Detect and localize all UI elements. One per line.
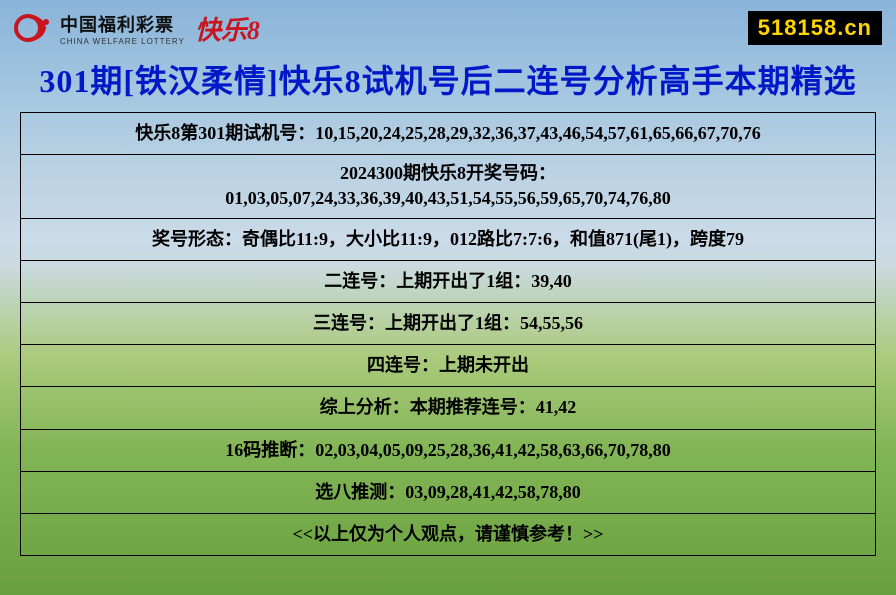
page-title: 301期[铁汉柔情]快乐8试机号后二连号分析高手本期精选	[0, 52, 896, 112]
table-row: 四连号：上期未开出	[20, 344, 876, 387]
table-row: <<以上仅为个人观点，请谨慎参考！>>	[20, 513, 876, 556]
table-row: 选八推测：03,09,28,41,42,58,78,80	[20, 471, 876, 514]
table-row: 奖号形态：奇偶比11:9，大小比11:9，012路比7:7:6，和值871(尾1…	[20, 218, 876, 261]
logo-en-text: CHINA WELFARE LOTTERY	[60, 37, 185, 46]
logo-text-block: 中国福利彩票 CHINA WELFARE LOTTERY	[60, 11, 185, 46]
lottery-logo-icon	[14, 8, 54, 48]
table-row: 综上分析：本期推荐连号：41,42	[20, 386, 876, 429]
row-line2: 01,03,05,07,24,33,36,39,40,43,51,54,55,5…	[27, 186, 869, 211]
table-row: 16码推断：02,03,04,05,09,25,28,36,41,42,58,6…	[20, 429, 876, 472]
site-url-badge: 518158.cn	[748, 11, 882, 45]
content-table: 快乐8第301期试机号：10,15,20,24,25,28,29,32,36,3…	[0, 112, 896, 556]
header: 中国福利彩票 CHINA WELFARE LOTTERY 快乐8 518158.…	[0, 0, 896, 52]
logo-area: 中国福利彩票 CHINA WELFARE LOTTERY 快乐8	[14, 8, 260, 48]
logo-cn-text: 中国福利彩票	[60, 11, 185, 37]
table-row: 快乐8第301期试机号：10,15,20,24,25,28,29,32,36,3…	[20, 112, 876, 155]
table-row: 三连号：上期开出了1组：54,55,56	[20, 302, 876, 345]
table-row: 二连号：上期开出了1组：39,40	[20, 260, 876, 303]
table-row: 2024300期快乐8开奖号码： 01,03,05,07,24,33,36,39…	[20, 154, 876, 218]
logo-kl8-text: 快乐8	[195, 10, 260, 47]
row-line1: 2024300期快乐8开奖号码：	[340, 163, 556, 183]
